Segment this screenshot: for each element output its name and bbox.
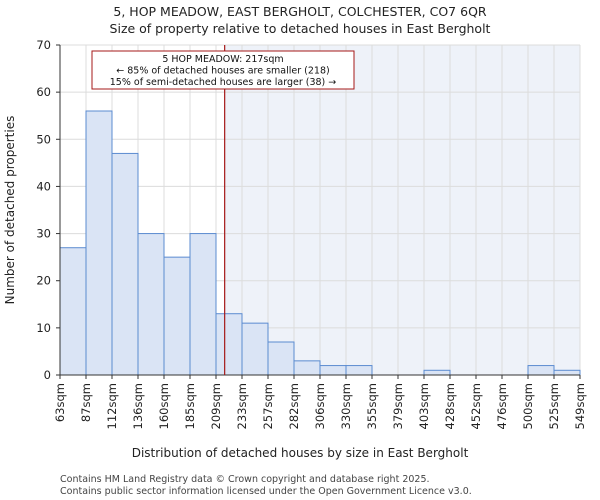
annotation-property-size: 5 HOP MEADOW: 217sqm [162, 54, 283, 65]
y-axis-title: Number of detached properties [3, 116, 17, 305]
bar-500sqm [527, 365, 555, 376]
x-tick-label: 87sqm [79, 383, 93, 422]
y-tick-label: 0 [44, 368, 51, 382]
x-tick-label: 160sqm [157, 383, 171, 429]
bar-403sqm [423, 369, 451, 376]
plot-area: 0 10 20 30 40 50 60 70 63sqm 87sqm 112sqm 136sqm 160… [36, 38, 587, 429]
bar-63sqm [59, 247, 87, 376]
larger-region-shade [224, 45, 580, 375]
x-tick-label: 233sqm [235, 383, 249, 429]
bar-257sqm [267, 341, 295, 376]
x-tick-label: 500sqm [521, 383, 535, 429]
x-tick-label: 136sqm [131, 383, 145, 429]
bar-330sqm [345, 365, 373, 376]
chart-title: 5, HOP MEADOW, EAST BERGHOLT, COLCHESTER… [113, 4, 486, 19]
x-tick-label: 185sqm [183, 383, 197, 429]
y-tick-label: 20 [36, 274, 51, 288]
y-tick-label: 30 [36, 227, 51, 241]
y-tick-label: 50 [36, 132, 51, 146]
x-axis-title: Distribution of detached houses by size … [132, 446, 469, 460]
x-tick-label: 403sqm [417, 383, 431, 429]
x-tick-label: 525sqm [547, 383, 561, 429]
annotation-box [91, 50, 355, 90]
y-tick-label: 40 [36, 179, 51, 193]
bar-306sqm [319, 365, 347, 376]
x-tick-label: 330sqm [339, 383, 353, 429]
x-tick-label: 63sqm [53, 383, 67, 422]
annotation-smaller-share: ← 85% of detached houses are smaller (21… [116, 66, 329, 77]
x-tick-label: 379sqm [391, 383, 405, 429]
bar-112sqm [111, 152, 139, 376]
bar-209sqm [215, 313, 243, 376]
bar-185sqm [189, 233, 217, 376]
bar-282sqm [293, 360, 321, 376]
x-tick-label: 282sqm [287, 383, 301, 429]
x-tick-label: 355sqm [365, 383, 379, 429]
x-tick-label: 306sqm [313, 383, 327, 429]
y-tick-label: 10 [36, 321, 51, 335]
bar-160sqm [163, 256, 191, 376]
x-tick-label: 476sqm [495, 383, 509, 429]
footer-licence: Contains public sector information licen… [60, 486, 472, 497]
x-tick-label: 209sqm [209, 383, 223, 429]
x-tick-label: 452sqm [469, 383, 483, 429]
x-tick-label: 428sqm [443, 383, 457, 429]
chart-subtitle: Size of property relative to detached ho… [110, 21, 491, 36]
x-tick-label: 549sqm [573, 383, 587, 429]
x-tick-label: 112sqm [105, 383, 119, 429]
bar-87sqm [85, 110, 113, 376]
bar-136sqm [137, 233, 165, 376]
y-tick-label: 60 [36, 85, 51, 99]
footer-copyright: Contains HM Land Registry data © Crown c… [60, 474, 430, 485]
annotation-larger-share: 15% of semi-detached houses are larger (… [110, 77, 337, 88]
y-tick-label: 70 [36, 38, 51, 52]
x-tick-label: 257sqm [261, 383, 275, 429]
bar-233sqm [241, 322, 269, 376]
bar-525sqm [553, 369, 581, 376]
